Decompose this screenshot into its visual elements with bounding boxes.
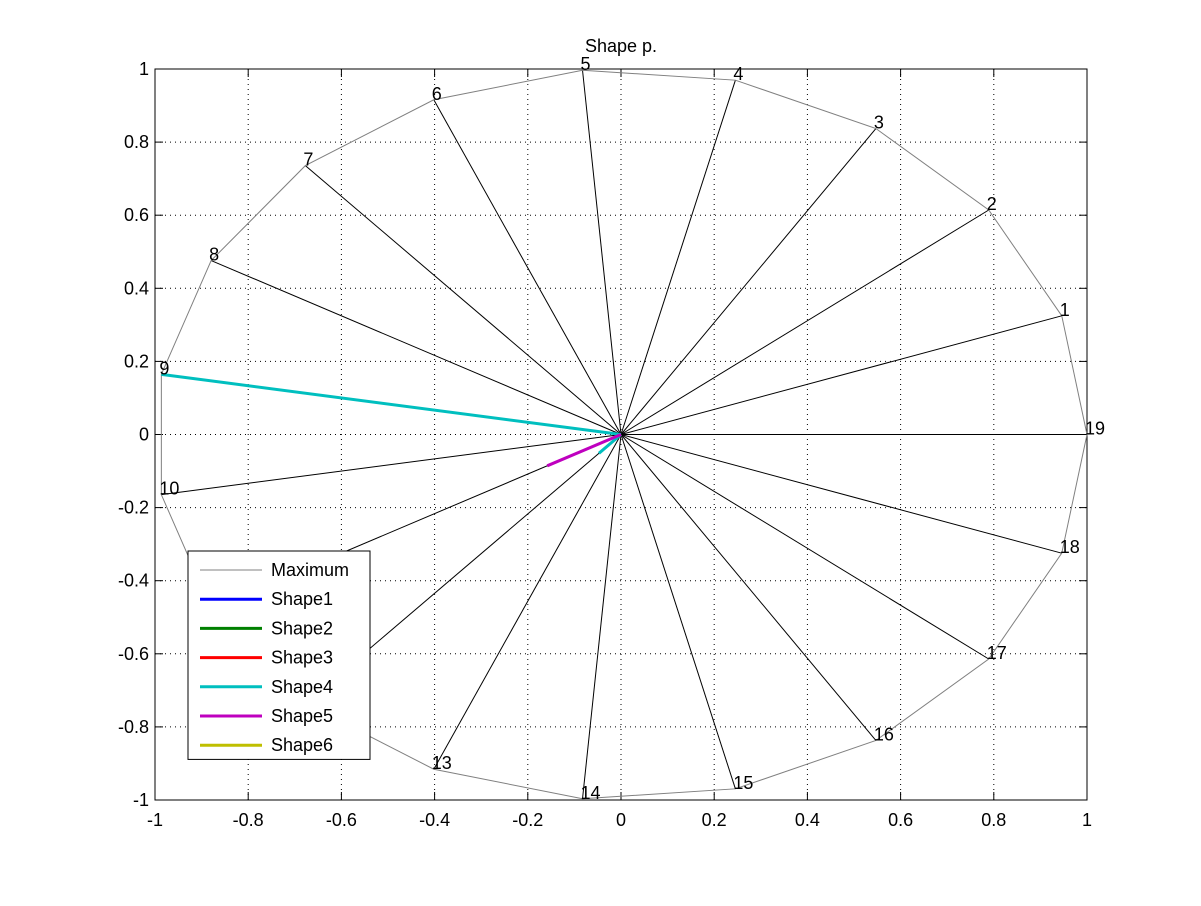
y-tick-label: 1 xyxy=(139,59,149,79)
shape-spoke xyxy=(161,372,622,436)
legend-label: Shape4 xyxy=(271,677,333,697)
spoke-label: 2 xyxy=(987,194,997,214)
y-tick-label: 0 xyxy=(139,425,149,445)
y-tick-label: -0.2 xyxy=(118,498,149,518)
shape-spoke xyxy=(546,433,622,468)
y-tick-label: 0.2 xyxy=(124,351,149,371)
spoke-label: 9 xyxy=(159,358,169,378)
spoke-label: 14 xyxy=(581,783,601,803)
chart-title: Shape p. xyxy=(585,36,657,56)
y-tick-label: -0.8 xyxy=(118,717,149,737)
legend-label: Shape5 xyxy=(271,706,333,726)
y-tick-label: 0.6 xyxy=(124,205,149,225)
x-tick-label: 0.8 xyxy=(981,810,1006,830)
spoke xyxy=(161,434,622,496)
maximum-outline xyxy=(160,69,1088,800)
spoke-label: 3 xyxy=(874,113,884,133)
spoke-label: 15 xyxy=(733,773,753,793)
spoke xyxy=(433,434,622,770)
spoke xyxy=(620,80,736,435)
spoke xyxy=(620,434,877,741)
spoke-label: 4 xyxy=(733,64,743,84)
x-tick-label: -0.8 xyxy=(233,810,264,830)
spoke xyxy=(620,315,1062,435)
y-tick-label: -0.6 xyxy=(118,644,149,664)
legend-label: Shape3 xyxy=(271,648,333,668)
spoke-label: 18 xyxy=(1060,537,1080,557)
legend-box xyxy=(187,550,371,760)
x-tick-label: -0.4 xyxy=(419,810,450,830)
x-tick-label: -1 xyxy=(147,810,163,830)
spoke-label: 1 xyxy=(1060,300,1070,320)
legend-label: Maximum xyxy=(271,560,349,580)
spoke xyxy=(210,260,622,435)
spoke-label: 7 xyxy=(303,150,313,170)
y-tick-label: 0.4 xyxy=(124,278,149,298)
x-tick-label: 0.2 xyxy=(702,810,727,830)
legend-label: Shape6 xyxy=(271,735,333,755)
spoke xyxy=(620,434,990,660)
spoke xyxy=(582,434,622,799)
x-tick-label: 0.6 xyxy=(888,810,913,830)
spoke xyxy=(620,209,990,435)
spoke xyxy=(582,70,622,435)
spoke-label: 5 xyxy=(581,54,591,74)
x-tick-label: 0.4 xyxy=(795,810,820,830)
x-tick-label: 0 xyxy=(616,810,626,830)
x-tick-label: -0.6 xyxy=(326,810,357,830)
spoke-label: 16 xyxy=(874,724,894,744)
x-tick-label: 1 xyxy=(1082,810,1092,830)
y-tick-label: 0.8 xyxy=(124,132,149,152)
legend-label: Shape2 xyxy=(271,618,333,638)
spoke-label: 6 xyxy=(432,84,442,104)
spoke xyxy=(433,99,622,435)
spoke xyxy=(305,165,622,435)
spoke xyxy=(620,434,1062,554)
x-tick-label: -0.2 xyxy=(512,810,543,830)
spoke-label: 10 xyxy=(159,479,179,499)
spoke-label: 13 xyxy=(432,753,452,773)
spoke-label: 8 xyxy=(209,245,219,265)
spoke xyxy=(620,434,736,789)
y-tick-label: -0.4 xyxy=(118,571,149,591)
legend-label: Shape1 xyxy=(271,589,333,609)
y-tick-label: -1 xyxy=(133,790,149,810)
spoke-label: 17 xyxy=(987,643,1007,663)
spoke-label: 19 xyxy=(1085,419,1105,439)
spoke xyxy=(620,128,877,435)
